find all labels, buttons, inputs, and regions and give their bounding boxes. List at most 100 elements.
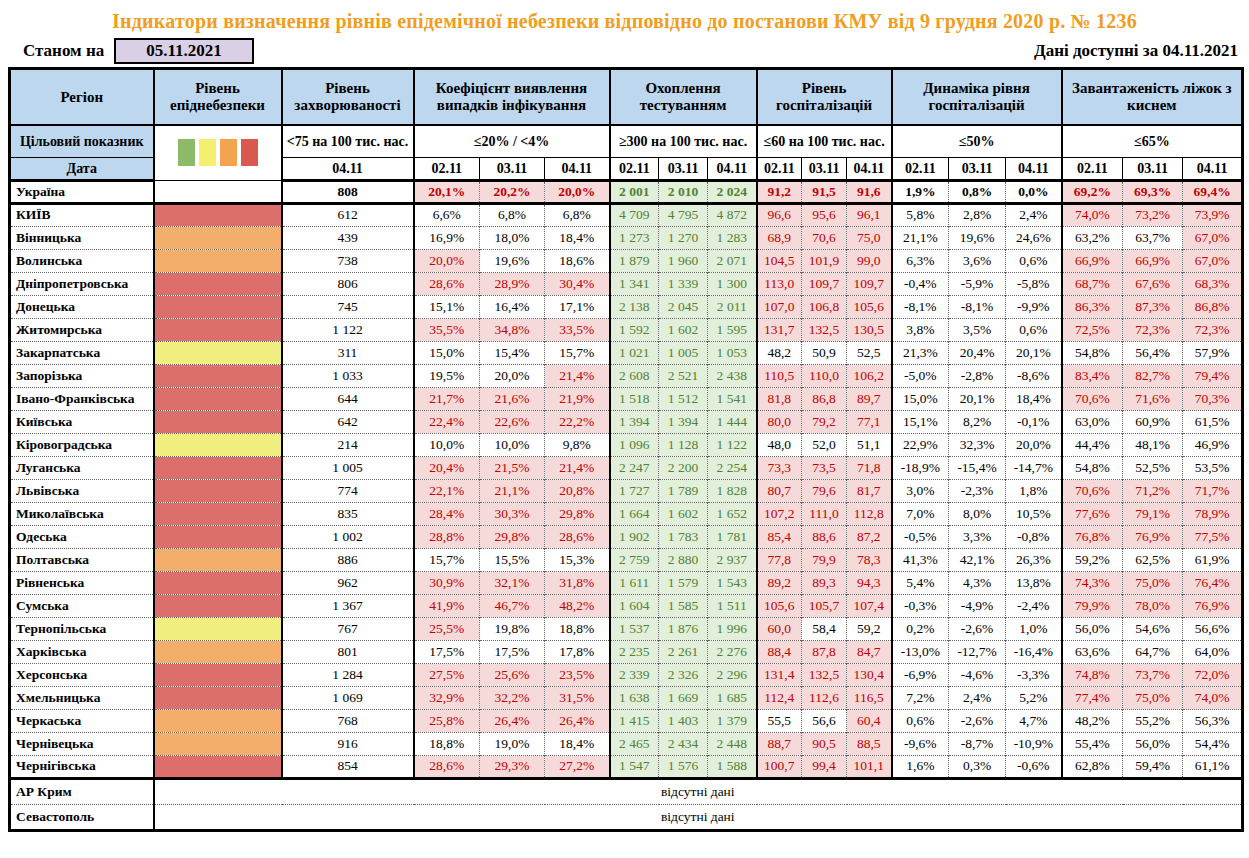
oxygen-beds-cell: 68,7% (1062, 273, 1123, 296)
column-group-header: Динаміка рівня госпіталізацій (892, 69, 1062, 125)
detection-cell: 22,6% (480, 411, 545, 434)
hospitalization-cell: 101,9 (802, 250, 847, 273)
oxygen-beds-cell: 61,5% (1183, 411, 1243, 434)
hospitalization-cell: 106,8 (802, 296, 847, 319)
dynamics-cell: 3,6% (949, 250, 1006, 273)
date-cell: 04.11 (282, 158, 414, 181)
dynamics-cell: -0,6% (1006, 756, 1062, 779)
oxygen-beds-cell: 54,8% (1062, 457, 1123, 480)
detection-cell: 28,6% (414, 273, 480, 296)
oxygen-beds-cell: 68,3% (1183, 273, 1243, 296)
testing-cell: 1 789 (659, 480, 708, 503)
testing-cell: 1 576 (659, 756, 708, 779)
detection-cell: 15,1% (414, 296, 480, 319)
table-row: Донецька74515,1%16,4%17,1%2 1382 0452 01… (10, 296, 1243, 319)
table-row: Чернігівська85428,6%29,3%27,2%1 5471 576… (10, 756, 1243, 779)
region-cell: Вінницька (10, 227, 154, 250)
hospitalization-cell: 100,7 (757, 756, 802, 779)
detection-cell: 26,4% (545, 710, 610, 733)
hospitalization-cell: 99,4 (802, 756, 847, 779)
testing-cell: 2 326 (659, 664, 708, 687)
hospitalization-cell: 52,5 (847, 342, 892, 365)
hospitalization-cell: 99,0 (847, 250, 892, 273)
date-cell: 03.11 (949, 158, 1006, 181)
hospitalization-cell: 81,8 (757, 388, 802, 411)
danger-level-cell (154, 687, 282, 710)
region-cell: Тернопільська (10, 618, 154, 641)
testing-cell: 1 669 (659, 687, 708, 710)
testing-cell: 2 247 (610, 457, 659, 480)
hospitalization-cell: 109,7 (802, 273, 847, 296)
dynamics-cell: 0,2% (892, 618, 949, 641)
page: Індикатори визначення рівнів епідемічної… (0, 0, 1249, 858)
hospitalization-cell: 50,9 (802, 342, 847, 365)
dynamics-cell: -8,1% (949, 296, 1006, 319)
detection-cell: 20,0% (545, 181, 610, 204)
detection-cell: 19,6% (480, 250, 545, 273)
oxygen-beds-cell: 53,5% (1183, 457, 1243, 480)
danger-level-cell (154, 319, 282, 342)
detection-cell: 17,8% (545, 641, 610, 664)
danger-level-cell (154, 365, 282, 388)
region-cell: АР Крим (10, 779, 154, 805)
detection-cell: 30,9% (414, 572, 480, 595)
date-cell: 04.11 (847, 158, 892, 181)
target-cell: ≤50% (892, 125, 1062, 158)
dynamics-cell: 5,2% (1006, 687, 1062, 710)
incidence-cell: 214 (282, 434, 414, 457)
dynamics-cell: -8,7% (949, 733, 1006, 756)
hospitalization-cell: 113,0 (757, 273, 802, 296)
danger-level-cell (154, 273, 282, 296)
hospitalization-cell: 89,2 (757, 572, 802, 595)
hospitalization-cell: 84,7 (847, 641, 892, 664)
detection-cell: 28,6% (545, 526, 610, 549)
testing-cell: 1 415 (610, 710, 659, 733)
dynamics-cell: -8,1% (892, 296, 949, 319)
dynamics-cell: -5,8% (1006, 273, 1062, 296)
dynamics-cell: 32,3% (949, 434, 1006, 457)
oxygen-beds-cell: 86,3% (1062, 296, 1123, 319)
no-data-cell: відсутні дані (154, 805, 1243, 831)
column-group-header: Рівень госпіталізацій (757, 69, 892, 125)
detection-cell: 20,1% (414, 181, 480, 204)
danger-level-cell (154, 250, 282, 273)
oxygen-beds-cell: 76,4% (1183, 572, 1243, 595)
oxygen-beds-cell: 44,4% (1062, 434, 1123, 457)
region-cell: Полтавська (10, 549, 154, 572)
detection-cell: 29,8% (480, 526, 545, 549)
hospitalization-cell: 71,8 (847, 457, 892, 480)
danger-level-cell (154, 342, 282, 365)
oxygen-beds-cell: 76,9% (1183, 595, 1243, 618)
testing-cell: 4 709 (610, 204, 659, 227)
hospitalization-cell: 55,5 (757, 710, 802, 733)
dynamics-cell: 3,5% (949, 319, 1006, 342)
danger-level-cell (154, 572, 282, 595)
oxygen-beds-cell: 78,9% (1183, 503, 1243, 526)
incidence-cell: 1 069 (282, 687, 414, 710)
dynamics-cell: -6,9% (892, 664, 949, 687)
oxygen-beds-cell: 72,5% (1062, 319, 1123, 342)
testing-cell: 1 585 (659, 595, 708, 618)
dynamics-cell: 1,0% (1006, 618, 1062, 641)
testing-cell: 2 448 (708, 733, 757, 756)
date-row-label: Дата (10, 158, 154, 181)
table-row: Тернопільська76725,5%19,8%18,8%1 5371 87… (10, 618, 1243, 641)
testing-cell: 1 592 (610, 319, 659, 342)
testing-cell: 1 685 (708, 687, 757, 710)
dynamics-cell: -2,3% (949, 480, 1006, 503)
testing-cell: 1 512 (659, 388, 708, 411)
testing-cell: 1 595 (708, 319, 757, 342)
oxygen-beds-cell: 67,0% (1183, 250, 1243, 273)
oxygen-beds-cell: 71,6% (1123, 388, 1183, 411)
oxygen-beds-cell: 56,0% (1123, 733, 1183, 756)
oxygen-beds-cell: 59,2% (1062, 549, 1123, 572)
column-group-header: Рівень захворюваності (282, 69, 414, 125)
target-cell: <75 на 100 тис. нас. (282, 125, 414, 158)
oxygen-beds-cell: 77,6% (1062, 503, 1123, 526)
danger-level-cell (154, 503, 282, 526)
testing-cell: 1 902 (610, 526, 659, 549)
dynamics-cell: 0,8% (949, 181, 1006, 204)
dynamics-cell: -5,9% (949, 273, 1006, 296)
incidence-cell: 612 (282, 204, 414, 227)
danger-level-cell (154, 204, 282, 227)
